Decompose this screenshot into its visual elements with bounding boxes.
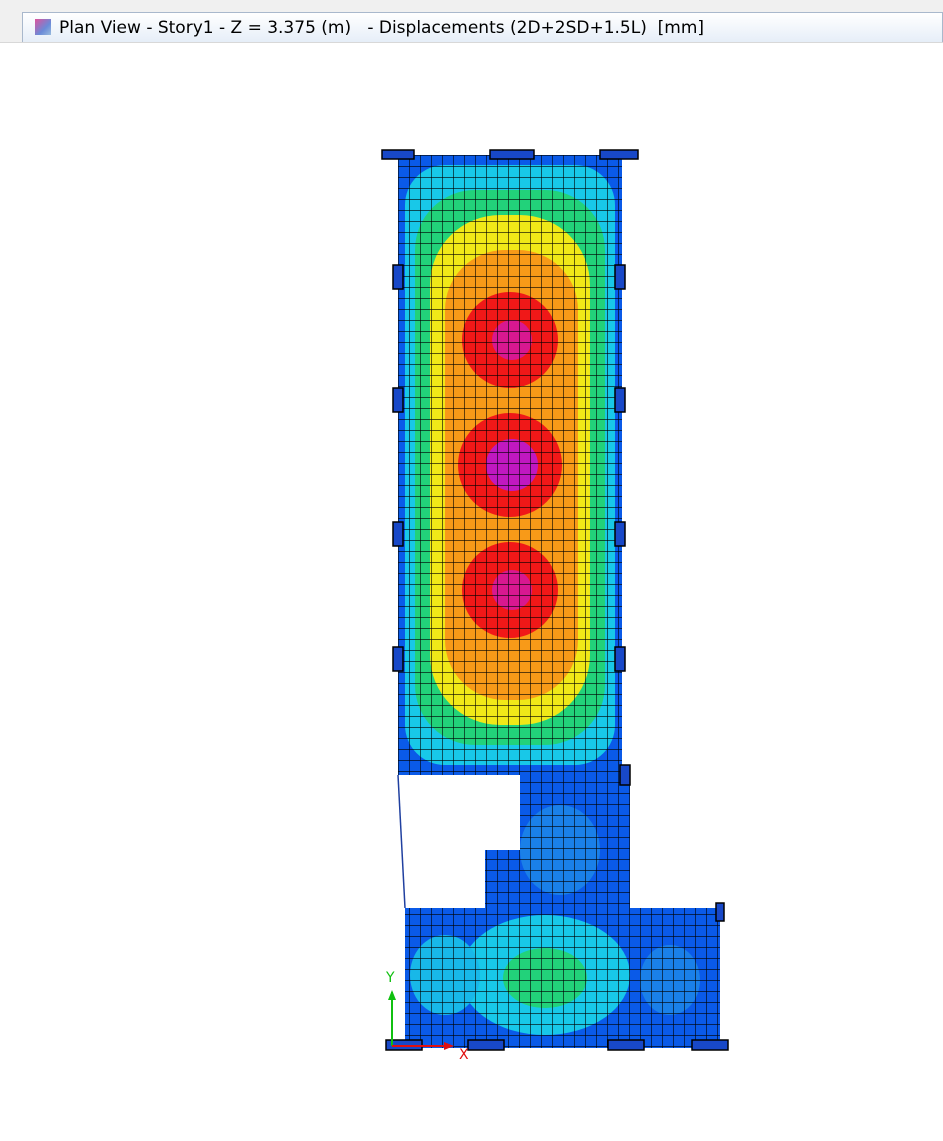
edge-line	[398, 775, 405, 908]
plan-view: Y X	[0, 0, 943, 1141]
page: Plan View - Story1 - Z = 3.375 (m) - Dis…	[0, 0, 943, 1141]
y-arrowhead	[388, 990, 396, 1000]
y-axis-label: Y	[385, 970, 395, 986]
x-axis-label: X	[459, 1047, 469, 1063]
contour-plot	[390, 150, 730, 1050]
